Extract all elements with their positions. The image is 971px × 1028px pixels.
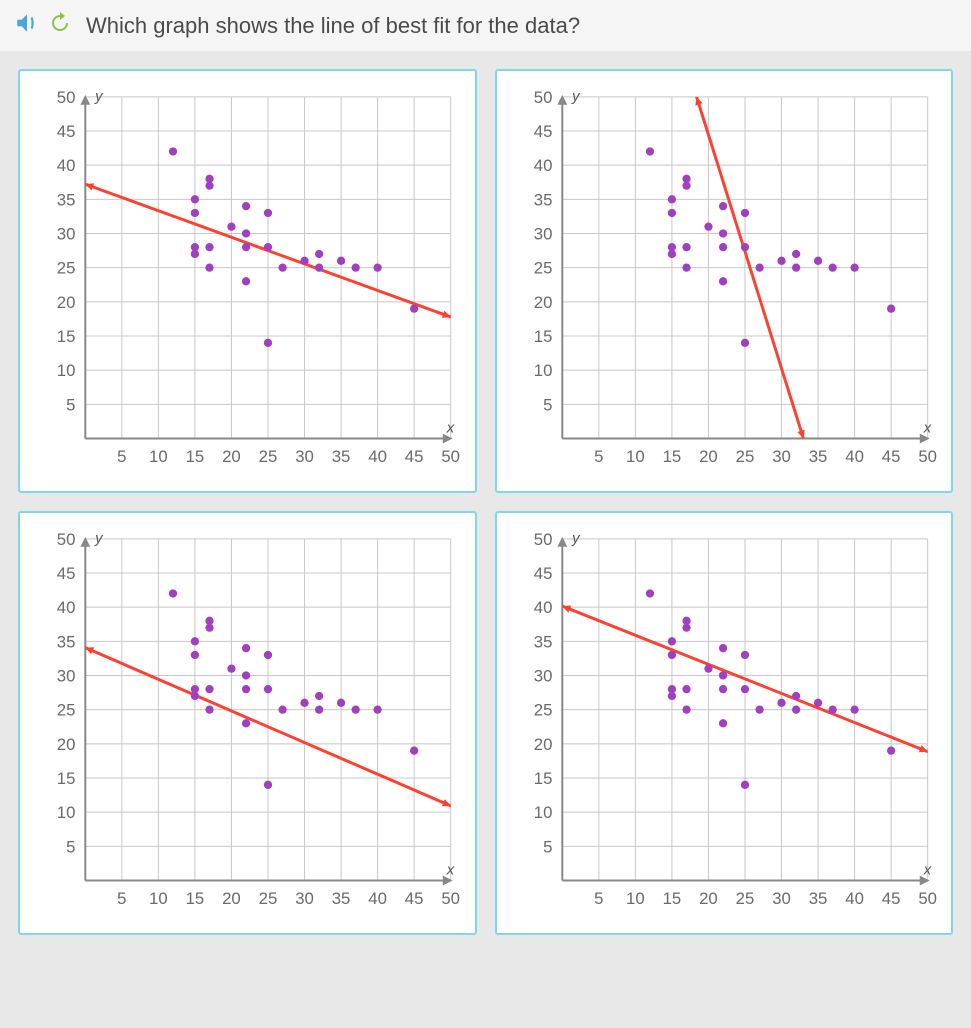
svg-text:45: 45 [57, 564, 76, 583]
svg-text:40: 40 [533, 156, 552, 175]
svg-text:30: 30 [57, 224, 76, 243]
svg-text:30: 30 [533, 224, 552, 243]
graph-option-3[interactable]: 51015202530354045505101520253035404550yx [18, 511, 477, 935]
svg-text:45: 45 [881, 889, 900, 908]
svg-text:50: 50 [918, 447, 937, 466]
graph-option-4[interactable]: 51015202530354045505101520253035404550yx [495, 511, 954, 935]
svg-text:5: 5 [594, 447, 603, 466]
svg-text:30: 30 [295, 447, 314, 466]
svg-text:25: 25 [259, 889, 278, 908]
svg-text:35: 35 [57, 632, 76, 651]
svg-text:30: 30 [295, 889, 314, 908]
refresh-icon[interactable] [48, 11, 72, 40]
svg-text:30: 30 [533, 666, 552, 685]
svg-text:35: 35 [57, 190, 76, 209]
speaker-icon[interactable] [14, 10, 40, 41]
svg-text:10: 10 [533, 803, 552, 822]
svg-text:45: 45 [57, 122, 76, 141]
svg-text:40: 40 [57, 156, 76, 175]
svg-text:15: 15 [533, 327, 552, 346]
svg-text:5: 5 [543, 395, 552, 414]
svg-text:50: 50 [441, 447, 460, 466]
svg-text:15: 15 [57, 769, 76, 788]
svg-text:40: 40 [368, 889, 387, 908]
svg-text:10: 10 [57, 361, 76, 380]
svg-text:35: 35 [332, 447, 351, 466]
svg-text:15: 15 [57, 327, 76, 346]
svg-text:45: 45 [881, 447, 900, 466]
svg-text:35: 35 [332, 889, 351, 908]
svg-text:50: 50 [57, 88, 76, 107]
svg-text:20: 20 [57, 735, 76, 754]
svg-text:25: 25 [533, 701, 552, 720]
svg-text:50: 50 [918, 889, 937, 908]
svg-text:40: 40 [845, 447, 864, 466]
chart-1: 51015202530354045505101520253035404550yx [30, 83, 465, 478]
svg-text:50: 50 [441, 889, 460, 908]
svg-text:15: 15 [186, 889, 205, 908]
svg-text:x: x [446, 421, 455, 437]
svg-text:25: 25 [57, 701, 76, 720]
svg-text:10: 10 [626, 447, 645, 466]
svg-text:10: 10 [626, 889, 645, 908]
svg-text:50: 50 [533, 530, 552, 549]
graph-option-1[interactable]: 51015202530354045505101520253035404550yx [18, 69, 477, 493]
svg-text:x: x [922, 421, 931, 437]
svg-text:40: 40 [368, 447, 387, 466]
svg-text:45: 45 [405, 889, 424, 908]
svg-text:25: 25 [259, 447, 278, 466]
question-text: Which graph shows the line of best fit f… [86, 13, 580, 39]
chart-2: 51015202530354045505101520253035404550yx [507, 83, 942, 478]
svg-text:40: 40 [845, 889, 864, 908]
svg-text:5: 5 [594, 889, 603, 908]
svg-text:5: 5 [66, 395, 75, 414]
svg-text:20: 20 [222, 889, 241, 908]
svg-text:10: 10 [533, 361, 552, 380]
svg-text:5: 5 [117, 447, 126, 466]
svg-text:45: 45 [533, 122, 552, 141]
svg-text:50: 50 [533, 88, 552, 107]
svg-text:25: 25 [57, 259, 76, 278]
svg-text:20: 20 [699, 889, 718, 908]
svg-text:30: 30 [772, 889, 791, 908]
svg-text:20: 20 [222, 447, 241, 466]
svg-text:40: 40 [57, 598, 76, 617]
svg-text:30: 30 [772, 447, 791, 466]
svg-text:25: 25 [735, 889, 754, 908]
svg-text:5: 5 [66, 837, 75, 856]
svg-text:20: 20 [533, 735, 552, 754]
chart-4: 51015202530354045505101520253035404550yx [507, 525, 942, 920]
svg-text:15: 15 [662, 447, 681, 466]
svg-text:x: x [446, 863, 455, 879]
svg-text:30: 30 [57, 666, 76, 685]
svg-text:25: 25 [735, 447, 754, 466]
svg-text:45: 45 [533, 564, 552, 583]
chart-3: 51015202530354045505101520253035404550yx [30, 525, 465, 920]
svg-text:20: 20 [57, 293, 76, 312]
svg-text:20: 20 [699, 447, 718, 466]
svg-text:45: 45 [405, 447, 424, 466]
svg-text:35: 35 [533, 190, 552, 209]
svg-text:10: 10 [149, 889, 168, 908]
svg-text:35: 35 [808, 447, 827, 466]
svg-text:10: 10 [149, 447, 168, 466]
svg-text:10: 10 [57, 803, 76, 822]
svg-text:15: 15 [186, 447, 205, 466]
svg-text:15: 15 [662, 889, 681, 908]
svg-text:35: 35 [533, 632, 552, 651]
svg-text:5: 5 [117, 889, 126, 908]
svg-text:50: 50 [57, 530, 76, 549]
graph-option-2[interactable]: 51015202530354045505101520253035404550yx [495, 69, 954, 493]
svg-text:20: 20 [533, 293, 552, 312]
svg-text:5: 5 [543, 837, 552, 856]
svg-text:25: 25 [533, 259, 552, 278]
svg-text:40: 40 [533, 598, 552, 617]
svg-text:x: x [922, 863, 931, 879]
svg-text:15: 15 [533, 769, 552, 788]
svg-text:35: 35 [808, 889, 827, 908]
